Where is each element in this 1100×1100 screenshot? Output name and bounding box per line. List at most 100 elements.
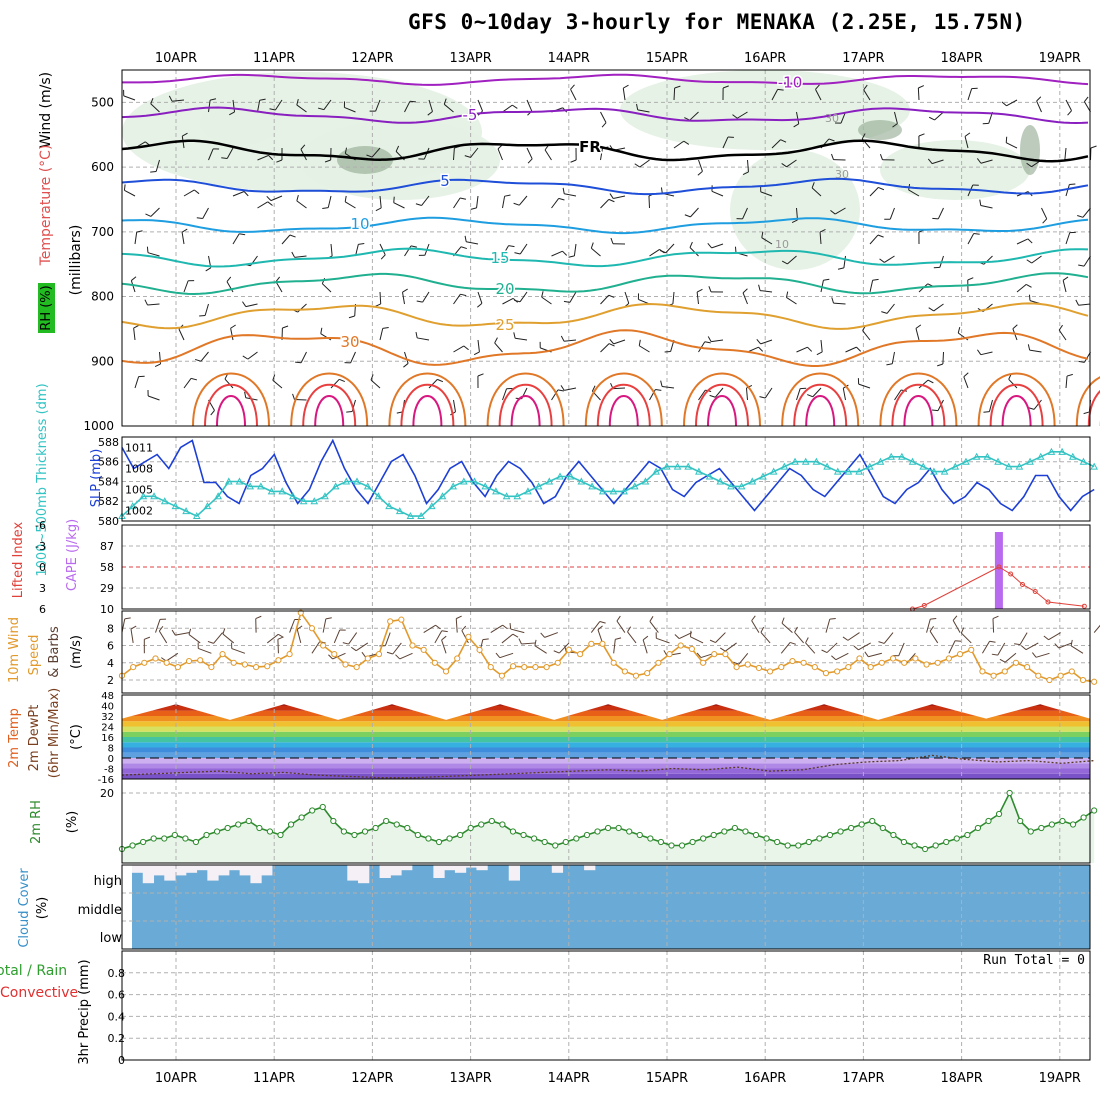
rh2m-point bbox=[330, 817, 337, 825]
thickness-point bbox=[812, 457, 821, 465]
wind10m-point bbox=[767, 668, 774, 675]
wind-barb bbox=[322, 618, 327, 633]
isotherm-label: 25 bbox=[495, 316, 514, 334]
wind-barb bbox=[742, 292, 748, 305]
wind-barb bbox=[722, 136, 729, 149]
thickness-point bbox=[791, 457, 799, 465]
ytick-pressure: 700 bbox=[91, 225, 114, 239]
wind-barb bbox=[627, 631, 637, 644]
rh2m-point bbox=[731, 824, 738, 832]
thickness-point bbox=[278, 487, 287, 495]
rh2m-point bbox=[721, 828, 728, 835]
cloud-high-gap bbox=[218, 865, 230, 876]
wind-barb bbox=[992, 615, 999, 620]
wind-barb bbox=[275, 281, 283, 293]
thickness-point bbox=[844, 467, 853, 475]
wind-barb bbox=[504, 194, 511, 197]
wind-barb bbox=[477, 339, 480, 352]
ytick-cape: 29 bbox=[100, 582, 114, 595]
isotherm--5 bbox=[121, 106, 1089, 125]
wind10m-point bbox=[409, 642, 416, 649]
wind-barb bbox=[150, 103, 160, 113]
thickness-point bbox=[1058, 447, 1066, 455]
wind10m-point bbox=[375, 651, 383, 658]
wind-barb bbox=[221, 157, 228, 160]
wind-barb bbox=[147, 252, 160, 257]
rh2m-point bbox=[224, 824, 231, 832]
wind10m-point bbox=[755, 664, 763, 672]
ylabel-wind10m: 10m Wind bbox=[7, 617, 22, 683]
lifted-index-line bbox=[912, 566, 1085, 610]
rh2m-point bbox=[657, 838, 665, 846]
wind-barb bbox=[497, 148, 503, 161]
wind-barb bbox=[863, 84, 868, 91]
ylabel-cape: CAPE (J/kg) bbox=[65, 519, 80, 591]
wind-barb bbox=[124, 617, 131, 620]
wind-barb bbox=[208, 148, 214, 161]
wind-barb bbox=[564, 645, 567, 652]
wind-barb bbox=[289, 234, 296, 238]
thickness-point bbox=[716, 477, 725, 485]
lifted-index-point bbox=[1008, 571, 1014, 577]
wind-barb bbox=[423, 624, 436, 634]
wind-barb bbox=[168, 95, 173, 102]
wind-barb bbox=[422, 291, 430, 303]
xtick-top-label: 14APR bbox=[548, 51, 590, 66]
rh2m-point bbox=[573, 835, 580, 842]
wind-barb bbox=[247, 351, 258, 360]
wind-barb bbox=[144, 299, 148, 306]
wind-barb bbox=[1016, 283, 1027, 293]
wind-barb bbox=[612, 387, 626, 390]
wind-barb bbox=[952, 620, 961, 633]
wind-barb bbox=[268, 155, 274, 161]
thickness-point bbox=[876, 457, 885, 465]
wind-barb bbox=[815, 89, 822, 101]
wind-barb bbox=[1083, 96, 1089, 102]
surface-isotherm bbox=[216, 395, 246, 427]
temp-band bbox=[122, 731, 1090, 737]
wind-barb bbox=[147, 303, 160, 306]
wind10m-point bbox=[588, 640, 595, 647]
ytick-wind10m: 4 bbox=[107, 657, 114, 670]
wind-barb bbox=[510, 628, 525, 634]
xtick-top-label: 10APR bbox=[155, 51, 197, 66]
xtick-bottom-label: 17APR bbox=[842, 1071, 884, 1086]
wind-barb bbox=[1083, 351, 1091, 363]
wind-barb bbox=[1001, 101, 1007, 107]
wind-barb bbox=[344, 147, 348, 154]
rh2m-point bbox=[361, 828, 369, 835]
rh-contour-label: 10 bbox=[775, 238, 789, 251]
wind-barb bbox=[494, 342, 503, 353]
wind-barb bbox=[999, 658, 1006, 663]
wind-barb bbox=[600, 343, 610, 353]
wind-barb bbox=[466, 241, 479, 245]
thickness-point bbox=[940, 467, 949, 475]
rh2m-point bbox=[890, 831, 897, 839]
cloud-high-gap bbox=[444, 865, 456, 871]
rh2m-point bbox=[615, 824, 622, 832]
wind-barb bbox=[296, 194, 299, 202]
wind-barb bbox=[1048, 632, 1061, 641]
wind-barb bbox=[976, 158, 982, 164]
wind-barb bbox=[178, 328, 185, 341]
wind-barb bbox=[879, 258, 885, 263]
ytick-lifted: 3 bbox=[39, 582, 46, 595]
thickness-point bbox=[160, 497, 169, 505]
thickness-point bbox=[994, 457, 1002, 465]
wind-barb bbox=[815, 84, 820, 90]
wind10m-point bbox=[465, 633, 472, 640]
ytick-precip: 0.2 bbox=[108, 1032, 126, 1045]
ylabel-wind10m-speed: Speed bbox=[27, 635, 42, 676]
wind-barb bbox=[133, 328, 136, 341]
wind-barb bbox=[386, 651, 393, 655]
wind-barb bbox=[662, 386, 675, 389]
wind10m-point bbox=[543, 664, 550, 671]
wind-barb bbox=[952, 615, 958, 621]
wind-barb bbox=[610, 237, 614, 244]
rh2m-point bbox=[1080, 814, 1087, 821]
wind-barb bbox=[296, 99, 299, 106]
wind-barb bbox=[863, 89, 871, 101]
wind-barb bbox=[272, 379, 283, 389]
wind-barb bbox=[276, 159, 283, 163]
thickness-point bbox=[128, 502, 137, 510]
